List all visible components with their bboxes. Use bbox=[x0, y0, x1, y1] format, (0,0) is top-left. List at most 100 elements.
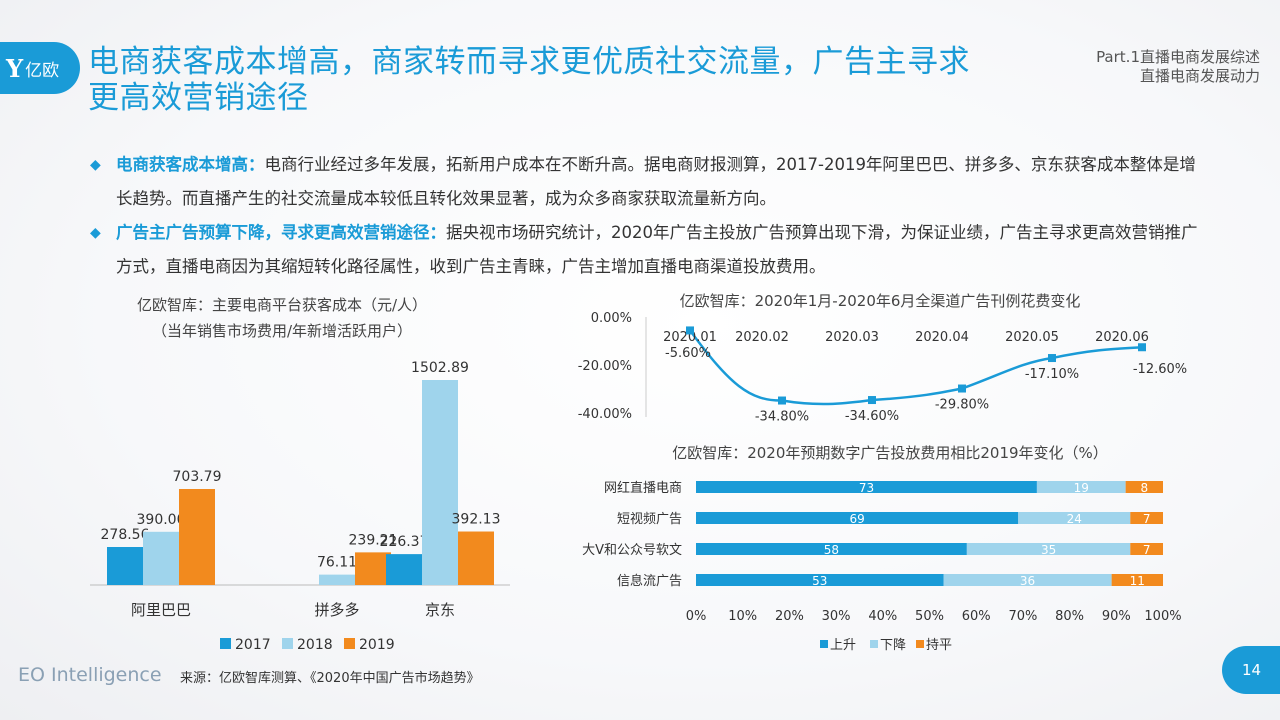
legend-label: 下降 bbox=[880, 638, 906, 653]
legend-swatch bbox=[820, 640, 828, 648]
source-note: 来源：亿欧智库测算、《2020年中国广告市场趋势》 bbox=[180, 671, 480, 686]
data-label: -34.60% bbox=[845, 409, 899, 424]
data-label: 76.11 bbox=[317, 555, 357, 571]
x-tick-label: 2020.01 bbox=[663, 330, 717, 345]
x-tick-label: 0% bbox=[686, 609, 707, 624]
bar-segment bbox=[1130, 543, 1163, 555]
bullet-text: 电商行业经过多年发展，拓新用户成本在不断升高。据电商财报测算，2017-2019… bbox=[116, 155, 1196, 208]
legend-label: 上升 bbox=[830, 638, 856, 653]
category-label: 大V和公众号软文 bbox=[582, 543, 682, 558]
line-chart-title: 亿欧智库：2020年1月-2020年6月全渠道广告刊例花费变化 bbox=[679, 292, 1081, 310]
bar-chart-title: 亿欧智库：主要电商平台获客成本（元/人） （当年销售市场费用/年新增活跃用户） bbox=[92, 292, 472, 344]
bar-segment bbox=[696, 543, 967, 555]
bullet-item: ◆ 广告主广告预算下降，寻求更高效营销途径：据央视市场研究统计，2020年广告主… bbox=[88, 216, 1198, 284]
bar-segment bbox=[696, 512, 1019, 524]
bar bbox=[143, 531, 179, 585]
category-label: 信息流广告 bbox=[617, 573, 682, 589]
data-point bbox=[1048, 354, 1056, 363]
x-tick-label: 10% bbox=[728, 609, 757, 624]
x-tick-label: 80% bbox=[1055, 609, 1084, 624]
page-number: 14 bbox=[1222, 646, 1280, 694]
legend-swatch bbox=[870, 640, 878, 648]
data-label: 19 bbox=[1074, 481, 1089, 495]
x-tick-label: 2020.03 bbox=[825, 330, 879, 345]
y-tick-label: -20.00% bbox=[578, 359, 632, 374]
bar bbox=[386, 554, 422, 585]
bar-segment bbox=[1018, 512, 1131, 524]
bar-chart-title-line1: 亿欧智库：主要电商平台获客成本（元/人） bbox=[136, 296, 428, 314]
diamond-icon: ◆ bbox=[90, 157, 101, 173]
bar bbox=[355, 552, 391, 585]
legend-swatch bbox=[220, 638, 231, 649]
bar bbox=[319, 574, 355, 585]
data-label: 7 bbox=[1143, 512, 1151, 526]
logo-badge: Y 亿欧 bbox=[0, 42, 80, 94]
section-info: Part.1直播电商发展综述 直播电商发展动力 bbox=[1096, 48, 1260, 86]
page-title: 电商获客成本增高，商家转而寻求更优质社交流量，广告主寻求更高效营销途径 bbox=[88, 44, 970, 116]
bar-segment bbox=[1111, 574, 1163, 586]
y-tick-label: -40.00% bbox=[578, 407, 632, 422]
data-label: -34.80% bbox=[755, 410, 809, 425]
data-label: 11 bbox=[1130, 574, 1145, 588]
category-label: 短视频广告 bbox=[617, 512, 682, 527]
x-tick-label: 2020.04 bbox=[915, 330, 969, 345]
data-label: 703.79 bbox=[173, 469, 222, 485]
ad-budget-stacked-bar-chart: 网红直播电商 73 19 8 短视频广告 69 24 7 大V和公众号软文 58 35 7 信息流广告 5… bbox=[582, 480, 1181, 653]
data-label: -12.60% bbox=[1133, 362, 1187, 377]
data-label: 53 bbox=[812, 574, 827, 588]
diamond-icon: ◆ bbox=[90, 225, 101, 241]
bar-segment bbox=[696, 574, 944, 586]
data-label: 239.21 bbox=[349, 532, 398, 548]
x-tick-label: 100% bbox=[1144, 609, 1181, 624]
x-tick-label: 30% bbox=[822, 609, 851, 624]
data-point bbox=[686, 326, 694, 335]
data-label: 69 bbox=[849, 512, 864, 526]
bar-segment bbox=[943, 574, 1112, 586]
data-label: 226.37 bbox=[380, 534, 429, 550]
bar-chart-title-line2: （当年销售市场费用/年新增活跃用户） bbox=[151, 322, 413, 340]
data-point bbox=[868, 396, 876, 405]
y-tick-label: 0.00% bbox=[591, 311, 632, 326]
legend-label: 2019 bbox=[359, 637, 395, 653]
x-tick-label: 2020.06 bbox=[1095, 330, 1149, 345]
category-label: 拼多多 bbox=[314, 601, 359, 619]
data-label: 73 bbox=[859, 481, 874, 495]
data-label: 58 bbox=[824, 543, 839, 557]
bar bbox=[458, 531, 494, 585]
x-tick-label: 2020.05 bbox=[1005, 330, 1059, 345]
x-tick-label: 20% bbox=[775, 609, 804, 624]
data-label: -5.60% bbox=[665, 346, 711, 361]
category-label: 京东 bbox=[425, 601, 455, 619]
x-tick-label: 90% bbox=[1102, 609, 1131, 624]
data-label: 390.00 bbox=[137, 512, 186, 528]
data-label: 392.13 bbox=[452, 512, 501, 528]
legend-label: 持平 bbox=[926, 638, 952, 653]
category-label: 阿里巴巴 bbox=[131, 601, 191, 619]
data-label: 7 bbox=[1143, 543, 1151, 557]
bar-segment bbox=[696, 481, 1037, 493]
data-point bbox=[778, 396, 786, 405]
series-line bbox=[688, 329, 1143, 406]
category-label: 网红直播电商 bbox=[604, 480, 682, 496]
bar-segment bbox=[1125, 481, 1163, 493]
data-label: 1502.89 bbox=[411, 360, 469, 376]
bullet-item: ◆ 电商获客成本增高：电商行业经过多年发展，拓新用户成本在不断升高。据电商财报测… bbox=[88, 148, 1198, 216]
x-tick-label: 2020.02 bbox=[735, 330, 789, 345]
bar-segment bbox=[1036, 481, 1126, 493]
bullet-lead: 广告主广告预算下降，寻求更高效营销途径： bbox=[116, 223, 446, 242]
legend-swatch bbox=[282, 638, 293, 649]
legend-swatch bbox=[916, 640, 924, 648]
data-point bbox=[1138, 343, 1146, 352]
legend-swatch bbox=[344, 638, 355, 649]
data-label: -29.80% bbox=[935, 398, 989, 413]
bar bbox=[179, 489, 215, 585]
x-tick-label: 40% bbox=[868, 609, 897, 624]
bar-segment bbox=[966, 543, 1131, 555]
bar bbox=[422, 380, 458, 585]
bar-segment bbox=[1130, 512, 1163, 524]
data-label: 8 bbox=[1140, 481, 1148, 495]
data-label: 35 bbox=[1041, 543, 1056, 557]
data-label: -17.10% bbox=[1025, 367, 1079, 382]
legend-label: 2017 bbox=[235, 637, 271, 653]
